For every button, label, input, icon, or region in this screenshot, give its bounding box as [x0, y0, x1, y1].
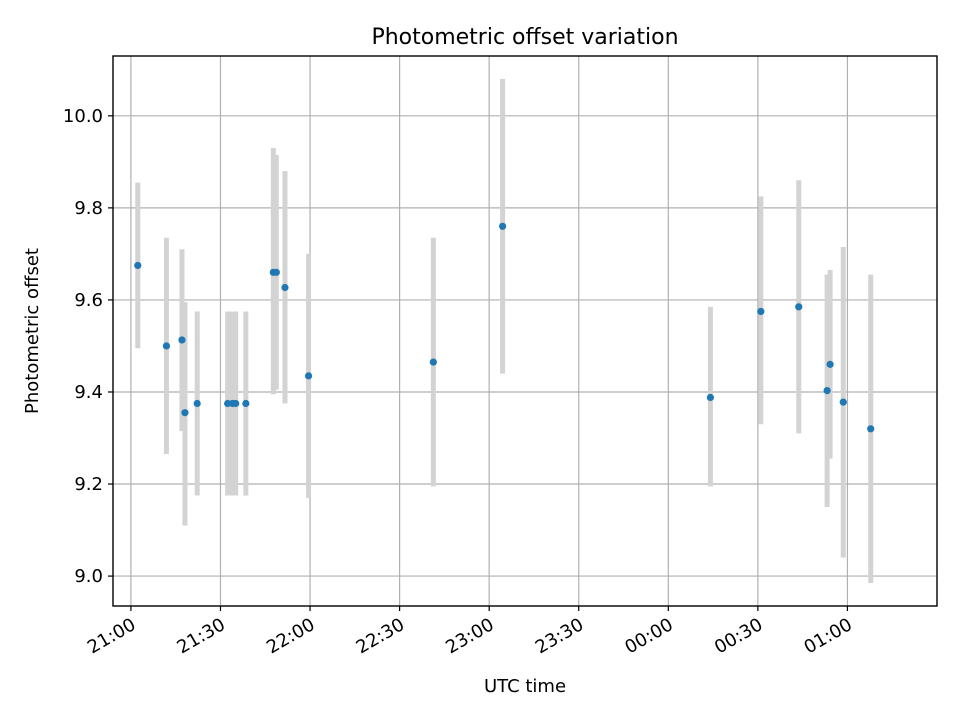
data-point: [181, 409, 189, 417]
data-point: [272, 268, 280, 276]
data-point: [823, 387, 831, 395]
y-tick-label: 9.6: [74, 290, 103, 311]
y-tick-label: 9.8: [74, 198, 103, 219]
data-point: [429, 358, 437, 366]
y-tick-label: 10.0: [63, 106, 103, 127]
data-point: [826, 360, 834, 368]
data-point: [795, 303, 803, 311]
data-point: [499, 222, 507, 230]
data-point: [867, 425, 875, 433]
data-point: [232, 399, 240, 408]
plot-frame: [112, 55, 938, 607]
data-point: [134, 261, 142, 270]
x-axis-ticks: 21:00 21:30 22:00 22:30 23:00 23:30 00:00 00:30…: [84, 606, 856, 658]
x-tick-label: 01:00: [801, 614, 856, 658]
x-tick-label: 22:00: [263, 614, 318, 658]
x-tick-label: 21:00: [84, 614, 139, 658]
data-point: [242, 399, 250, 408]
data-points: [134, 222, 875, 433]
y-tick-label: 9.2: [74, 474, 103, 495]
x-tick-label: 22:30: [353, 614, 408, 658]
x-tick-label: 23:00: [442, 614, 497, 658]
x-tick-label: 21:30: [174, 614, 229, 658]
x-axis-label: UTC time: [484, 676, 566, 697]
x-tick-label: 00:00: [621, 614, 676, 658]
error-bars: [135, 79, 874, 583]
x-tick-label: 23:30: [532, 614, 587, 658]
y-axis-ticks: 9.0 9.2 9.4 9.6 9.8 10.0: [63, 106, 113, 587]
y-tick-label: 9.4: [74, 382, 103, 403]
x-tick-label: 00:30: [711, 614, 766, 658]
chart-title: Photometric offset variation: [371, 25, 678, 50]
data-point: [839, 398, 847, 406]
y-axis-label: Photometric offset: [22, 248, 43, 414]
y-tick-label: 9.0: [74, 566, 103, 587]
data-point: [162, 342, 171, 350]
data-point: [193, 399, 201, 408]
data-point: [757, 307, 765, 316]
data-point: [706, 393, 715, 402]
data-point: [178, 336, 186, 344]
data-point: [281, 283, 289, 292]
data-point: [304, 372, 313, 380]
